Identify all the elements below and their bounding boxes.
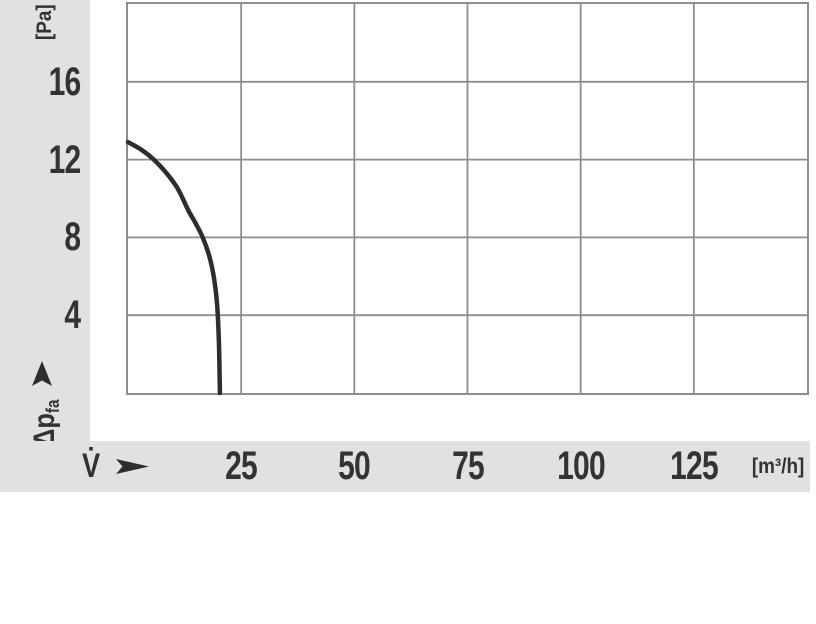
y-tick-label: 12 bbox=[48, 137, 81, 182]
plot-area bbox=[125, 2, 809, 396]
x-axis-panel: V̇ 25 50 75 100 125 [m³/h] bbox=[0, 441, 810, 492]
up-arrow-icon bbox=[32, 361, 52, 386]
x-tick-label: 100 bbox=[556, 444, 606, 488]
x-axis-label: V̇ bbox=[82, 441, 149, 492]
y-axis-panel: [Pa] 16 12 8 4 Δpfa bbox=[0, 0, 90, 447]
y-tick-label: 8 bbox=[64, 215, 81, 260]
y-tick-label: 4 bbox=[64, 293, 81, 338]
right-arrow-icon bbox=[115, 459, 149, 474]
grid-and-curve bbox=[125, 4, 807, 396]
x-axis-quantity: V̇ bbox=[82, 447, 101, 485]
y-axis-label: Δpfa bbox=[28, 399, 63, 447]
x-tick-label: 25 bbox=[225, 444, 258, 488]
x-tick-label: 75 bbox=[451, 444, 485, 488]
y-axis-label-subscript: fa bbox=[43, 399, 63, 414]
fan-curve bbox=[125, 139, 223, 396]
x-tick-label: 125 bbox=[669, 444, 719, 488]
x-axis-unit-label: [m³/h] bbox=[751, 455, 804, 478]
y-axis-unit-label: [Pa] bbox=[33, 4, 56, 41]
x-tick-label: 50 bbox=[338, 444, 371, 488]
y-tick-label: 16 bbox=[48, 59, 81, 104]
